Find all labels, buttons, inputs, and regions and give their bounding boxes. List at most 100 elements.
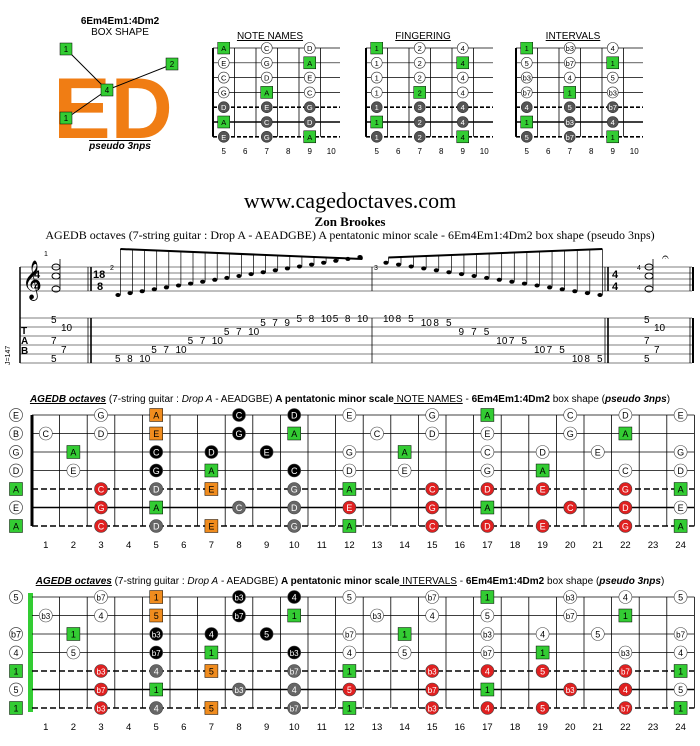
run-note [547,285,553,290]
note-circle [287,645,302,660]
note-circle [259,627,274,641]
mini-note-label: G [221,88,227,97]
run-note [296,264,303,269]
note-label: b3 [97,667,106,676]
note-label: 1 [209,648,214,658]
tab-fret: 5 [151,345,157,356]
note-label: C [43,429,50,439]
tab-fret: 5 [188,336,194,347]
mini-note-label: E [307,74,312,83]
note-circle [480,482,495,496]
tab-fret: 5 [644,315,650,326]
mini-note-label: 5 [611,74,615,83]
note-label: G [235,429,242,439]
note-label: A [153,410,159,420]
note-label: G [677,447,684,457]
note-label: 4 [485,703,490,713]
note-circle [618,408,633,422]
note-circle [232,590,246,604]
tab-fret: 7 [509,336,515,347]
mini-note-label: b7 [609,103,617,112]
note-square [149,426,163,441]
tab-fret: 5 [224,327,230,338]
chord-note [51,272,61,280]
open-note-label: b7 [11,630,21,640]
mini-note-mark [606,71,619,84]
open-note-label: D [13,466,20,476]
note-label: b3 [152,630,161,639]
mini-note-mark [370,131,383,143]
tab-fret: 10 [383,314,395,325]
tab-fret: 7 [654,345,660,356]
note-square [204,701,219,715]
mini-root-mark [370,42,383,55]
run-note [395,262,402,267]
tab-fret: 5 [260,318,266,329]
run-beam [388,248,603,259]
note-circle [149,664,163,678]
mini-root-mark [520,115,533,129]
note-circle [563,590,578,604]
note-label: 1 [347,666,352,676]
tab-label: B [21,346,28,357]
fret-number: 17 [482,722,493,733]
note-square [204,664,219,678]
mini-fret-number: 7 [568,147,573,156]
note-label: b3 [566,686,575,695]
mini-note-mark [520,131,533,143]
note-square [204,519,219,533]
run-note [188,281,194,286]
fret-number: 2 [71,722,76,733]
fret-number: 20 [565,540,576,551]
mini-note-mark [413,71,426,84]
note-label: b3 [428,667,437,676]
note-label: E [70,466,76,476]
note-label: 5 [595,629,600,639]
note-circle [590,445,605,459]
note-label: G [346,447,353,457]
fret-number: 2 [71,540,76,551]
note-circle [425,608,440,623]
note-label: G [291,521,298,531]
run-note [509,279,515,284]
note-label: 5 [540,703,545,713]
note-label: b3 [290,649,299,658]
tab-fret: 10 [357,314,369,325]
note-label: G [622,484,629,494]
note-circle [563,500,578,515]
mini-note-label: C [264,118,270,127]
note-circle [287,664,302,678]
mini-note-mark [563,42,576,54]
fret-number: 20 [565,722,576,733]
note-label: E [153,429,159,439]
note-square [673,701,688,715]
note-label: 1 [347,703,352,713]
note-label: D [539,447,546,457]
open-note-label: E [13,503,19,513]
mini-title: NOTE NAMES [236,31,304,42]
tab-fret: 7 [51,336,57,347]
mini-note-mark [217,101,230,113]
mini-note-label: G [264,59,270,68]
note-circle [535,482,550,496]
note-circle [204,445,219,459]
open-note-mark [9,500,23,515]
fret-number: 1 [43,540,48,551]
note-label: C [291,466,298,476]
mini-note-label: 2 [418,133,422,142]
run-note [421,266,427,271]
note-label: 1 [154,592,159,602]
open-note-label: A [13,522,19,532]
tab-fret: 10 [654,323,666,334]
fret-number: 22 [620,722,631,733]
note-label: A [402,447,408,457]
note-circle [535,701,550,715]
note-label: C [98,484,105,494]
fret-number: 15 [427,722,438,733]
mini-note-label: 4 [611,118,615,127]
note-label: G [97,410,104,420]
measure-number: 1 [44,251,48,258]
note-label: D [291,410,298,420]
mini-fret-number: 6 [546,147,551,156]
tab-fret: 7 [471,327,477,338]
